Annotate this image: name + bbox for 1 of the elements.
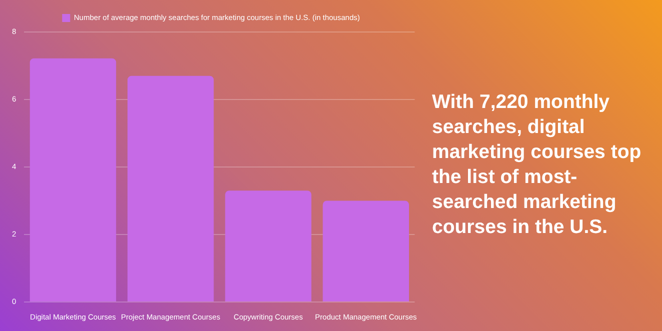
text: With 7,220 monthly searches, digital marketing courses top the list of most-searched marketing courses in the U.S. <box>432 90 642 240</box>
